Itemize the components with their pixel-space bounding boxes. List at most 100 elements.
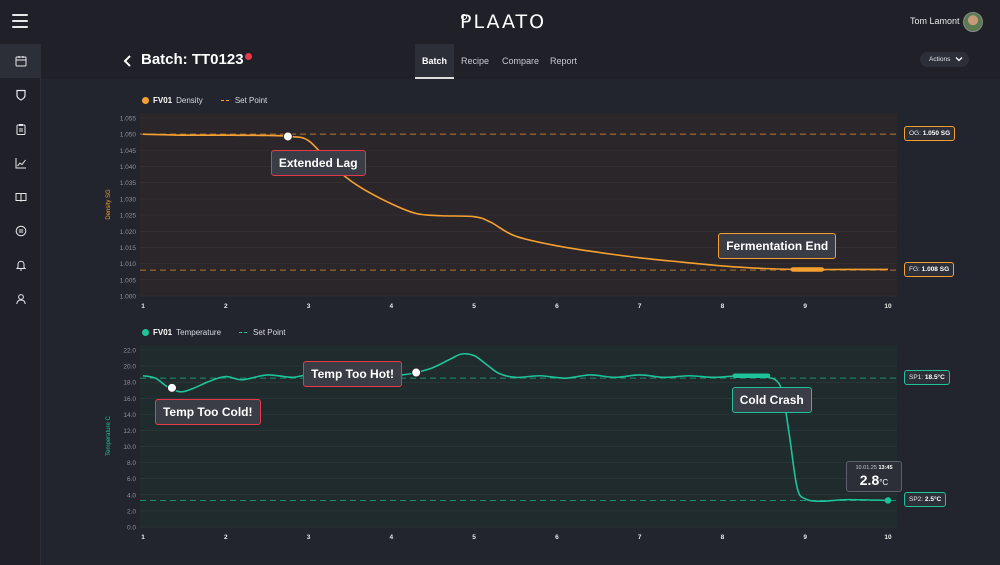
- temperature-series-line: [142, 352, 889, 503]
- temperature-ytick-label: 10.0: [123, 444, 136, 451]
- density-xtick-label: 10: [884, 303, 892, 310]
- temperature-xtick-label: 1: [141, 534, 145, 541]
- setpoint-og-label: OG:: [909, 130, 921, 138]
- chat-icon: [15, 225, 26, 237]
- tab-batch[interactable]: Batch: [415, 44, 455, 79]
- density-ytick-label: 1.040: [120, 164, 137, 171]
- sidebar-item-chart[interactable]: [0, 146, 41, 180]
- density-ytick-label: 1.020: [120, 229, 137, 236]
- temperature-xtick-label: 5: [472, 534, 476, 541]
- temperature-ytick-label: 18.0: [123, 380, 136, 387]
- page-title: Batch: TT0123: [141, 51, 244, 68]
- density-legend: FV01 Density Set Point: [142, 96, 267, 105]
- setpoint-fg-label: FG:: [909, 266, 920, 274]
- book-icon: [15, 193, 26, 202]
- sidebar-item-clipboard[interactable]: [0, 112, 41, 146]
- reading-value: 2.8: [859, 472, 880, 488]
- density-ytick-label: 1.035: [120, 180, 137, 187]
- sidebar-item-calendar[interactable]: [0, 44, 41, 78]
- clipboard-icon: [16, 124, 25, 135]
- logo-mark-icon: [461, 14, 467, 20]
- calendar-icon: [15, 56, 26, 67]
- setpoint-sp2-value: 2.5°C: [924, 496, 942, 504]
- temperature-legend-label: Temperature: [176, 328, 222, 337]
- density-ytick-label: 1.025: [120, 213, 137, 220]
- temperature-xtick-label: 6: [555, 534, 559, 541]
- sidebar: [0, 44, 41, 565]
- annotation-temp-too-cold[interactable]: Temp Too Cold!: [154, 398, 261, 425]
- density-plot-area: [140, 113, 897, 296]
- temperature-annotation-marker: [411, 367, 422, 378]
- annotation-fermentation-end[interactable]: Fermentation End: [718, 233, 837, 260]
- back-arrow-icon[interactable]: [122, 53, 134, 69]
- tab-report[interactable]: Report: [550, 56, 578, 66]
- density-ytick-label: 1.010: [120, 261, 137, 268]
- annotation-cold-crash[interactable]: Cold Crash: [731, 386, 812, 413]
- temperature-xtick-label: 10: [884, 534, 892, 541]
- temperature-xtick-label: 7: [638, 534, 642, 541]
- batch-header: [41, 44, 1000, 79]
- density-xtick-label: 8: [721, 303, 725, 310]
- density-ytick-label: 1.000: [120, 294, 137, 301]
- temperature-ytick-label: 12.0: [123, 428, 136, 435]
- temperature-ytick-label: 22.0: [123, 348, 136, 355]
- temperature-annotation-marker: [166, 382, 177, 393]
- temperature-xtick-label: 3: [307, 534, 311, 541]
- actions-dropdown[interactable]: Actions: [920, 52, 969, 67]
- temperature-ytick-label: 16.0: [123, 396, 136, 403]
- density-xtick-label: 9: [803, 303, 807, 310]
- temperature-ytick-label: 6.0: [127, 476, 136, 483]
- temperature-ytick-label: 20.0: [123, 364, 136, 371]
- temperature-setpoint-label: Set Point: [253, 328, 286, 337]
- density-ytick-label: 1.045: [120, 148, 137, 155]
- density-annotation-marker: [282, 131, 293, 142]
- annotation-temp-too-hot[interactable]: Temp Too Hot!: [303, 360, 403, 387]
- density-legend-label: Density: [176, 96, 203, 105]
- hamburger-menu-icon[interactable]: [12, 14, 28, 28]
- density-ytick-label: 1.030: [120, 196, 137, 203]
- temperature-setpoint-swatch: [239, 332, 248, 333]
- temperature-axis-label: Temperature C: [106, 415, 112, 455]
- bell-icon: [15, 260, 26, 271]
- sidebar-item-book[interactable]: [0, 180, 41, 214]
- sidebar-item-notifications[interactable]: [0, 248, 41, 282]
- density-xtick-label: 1: [141, 303, 145, 310]
- temperature-legend-series: FV01: [153, 328, 173, 337]
- user-name[interactable]: Tom Lamont: [910, 16, 960, 26]
- avatar[interactable]: [963, 12, 983, 32]
- temperature-legend-swatch: [142, 329, 149, 336]
- density-axis-label: Density SG: [106, 189, 112, 220]
- top-bar: PLAATO Tom Lamont: [0, 0, 1000, 44]
- sidebar-item-profile[interactable]: [0, 282, 41, 316]
- density-legend-series: FV01: [153, 96, 173, 105]
- annotation-extended-lag[interactable]: Extended Lag: [270, 150, 366, 177]
- density-xtick-label: 6: [555, 303, 559, 310]
- current-reading-tooltip: 10.01.25 13:45 2.8°C: [846, 461, 902, 492]
- temperature-current-point: [884, 497, 892, 504]
- setpoint-sp2-badge: SP2: 2.5°C: [904, 492, 947, 508]
- density-xtick-label: 7: [638, 303, 642, 310]
- temperature-plot-area: [140, 345, 897, 527]
- tab-compare[interactable]: Compare: [502, 56, 540, 66]
- temperature-xtick-label: 2: [224, 534, 228, 541]
- chart-icon: [15, 158, 26, 169]
- density-series-line: [142, 133, 888, 271]
- temperature-ytick-label: 0.0: [127, 525, 136, 532]
- user-icon: [15, 294, 26, 305]
- chevron-down-icon: [955, 57, 963, 62]
- temperature-xtick-label: 9: [803, 534, 807, 541]
- temperature-ytick-label: 8.0: [127, 460, 136, 467]
- temperature-ytick-label: 14.0: [123, 412, 136, 419]
- density-xtick-label: 4: [390, 303, 394, 310]
- density-legend-swatch: [142, 97, 149, 104]
- temperature-ytick-label: 4.0: [127, 492, 136, 499]
- tab-recipe[interactable]: Recipe: [461, 56, 490, 66]
- setpoint-fg-badge: FG: 1.008 SG: [904, 262, 955, 278]
- sidebar-item-chat[interactable]: [0, 214, 41, 248]
- setpoint-fg-value: 1.008 SG: [921, 266, 950, 274]
- density-setpoint-swatch: [220, 100, 229, 101]
- reading-date: 10.01.25: [855, 465, 877, 471]
- sidebar-item-shield[interactable]: [0, 78, 41, 112]
- temperature-legend: FV01 Temperature Set Point: [142, 328, 286, 337]
